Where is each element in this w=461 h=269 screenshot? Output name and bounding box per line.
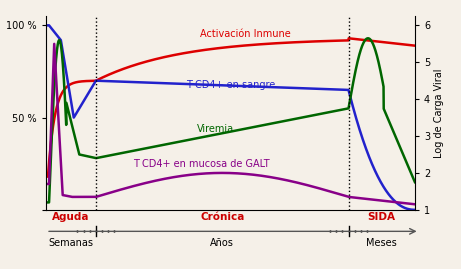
Y-axis label: Log de Carga Viral: Log de Carga Viral bbox=[434, 68, 444, 158]
Text: Activación Inmune: Activación Inmune bbox=[200, 29, 290, 40]
Text: Viremia: Viremia bbox=[197, 124, 234, 134]
Text: Crónica: Crónica bbox=[200, 211, 244, 222]
Text: Años: Años bbox=[210, 238, 234, 249]
Text: Aguda: Aguda bbox=[52, 211, 90, 222]
Text: T CD4+ en sangre: T CD4+ en sangre bbox=[186, 80, 275, 90]
Text: SIDA: SIDA bbox=[368, 211, 396, 222]
Text: Semanas: Semanas bbox=[48, 238, 94, 249]
Text: Meses: Meses bbox=[366, 238, 397, 249]
Text: T CD4+ en mucosa de GALT: T CD4+ en mucosa de GALT bbox=[133, 159, 269, 169]
